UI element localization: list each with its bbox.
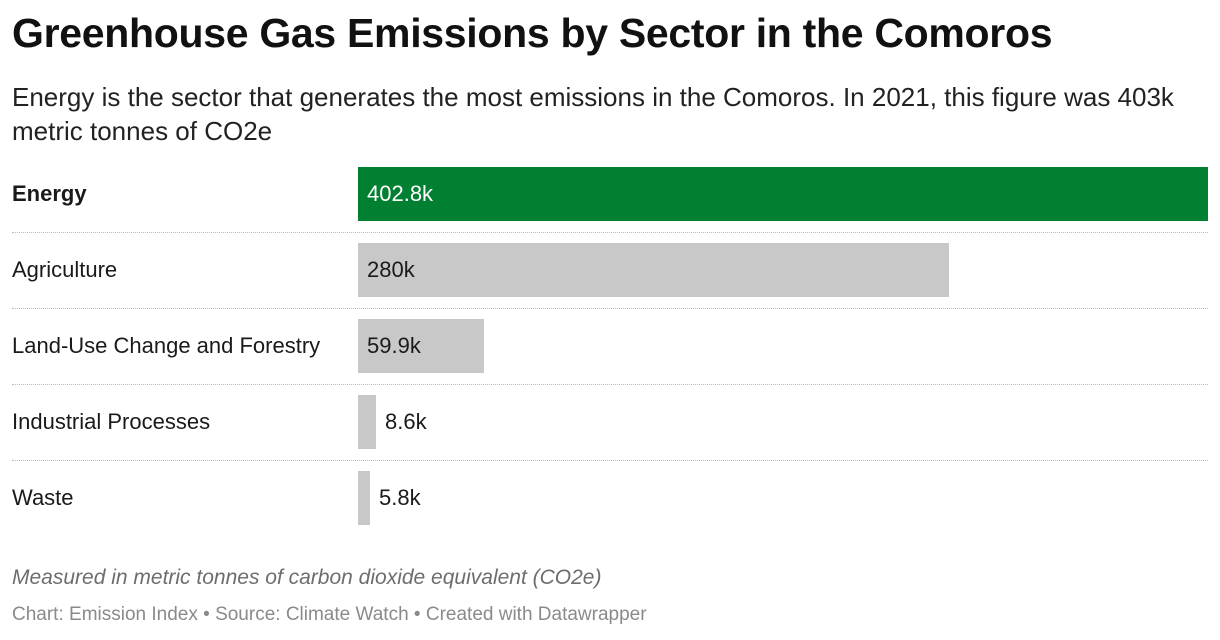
- bar: [358, 319, 484, 373]
- category-label: Agriculture: [12, 257, 118, 282]
- bar-chart: Energy 402.8k Agriculture 280k Land-Use Chan…: [0, 167, 1220, 547]
- row-divider: [12, 232, 1208, 233]
- chart-title: Greenhouse Gas Emissions by Sector in th…: [12, 10, 1053, 56]
- row-divider: [12, 460, 1208, 461]
- bar-row: Industrial Processes 8.6k: [0, 395, 1220, 471]
- category-label: Energy: [12, 181, 87, 206]
- row-divider: [12, 308, 1208, 309]
- category-label: Industrial Processes: [12, 409, 211, 434]
- bar-row: Agriculture 280k: [0, 243, 1220, 319]
- value-label: 5.8k: [379, 485, 421, 510]
- category-label: Waste: [12, 485, 74, 510]
- bar-row: Land-Use Change and Forestry 59.9k: [0, 319, 1220, 395]
- bar: [358, 395, 376, 449]
- chart-credits: Chart: Emission Index • Source: Climate …: [12, 604, 647, 625]
- bar-row: Waste 5.8k: [0, 471, 1220, 547]
- category-label: Land-Use Change and Forestry: [12, 333, 321, 358]
- value-label: 8.6k: [385, 409, 427, 434]
- bar: [358, 471, 370, 525]
- row-divider: [12, 384, 1208, 385]
- bar-row: Energy 402.8k: [0, 167, 1220, 243]
- value-label: 280k: [367, 257, 415, 282]
- bar: [358, 243, 949, 297]
- chart-subtitle: Energy is the sector that generates the …: [12, 82, 1174, 146]
- value-label: 59.9k: [367, 333, 421, 358]
- chart-note: Measured in metric tonnes of carbon diox…: [12, 566, 602, 589]
- bar: [358, 167, 1208, 221]
- value-label: 402.8k: [367, 181, 434, 206]
